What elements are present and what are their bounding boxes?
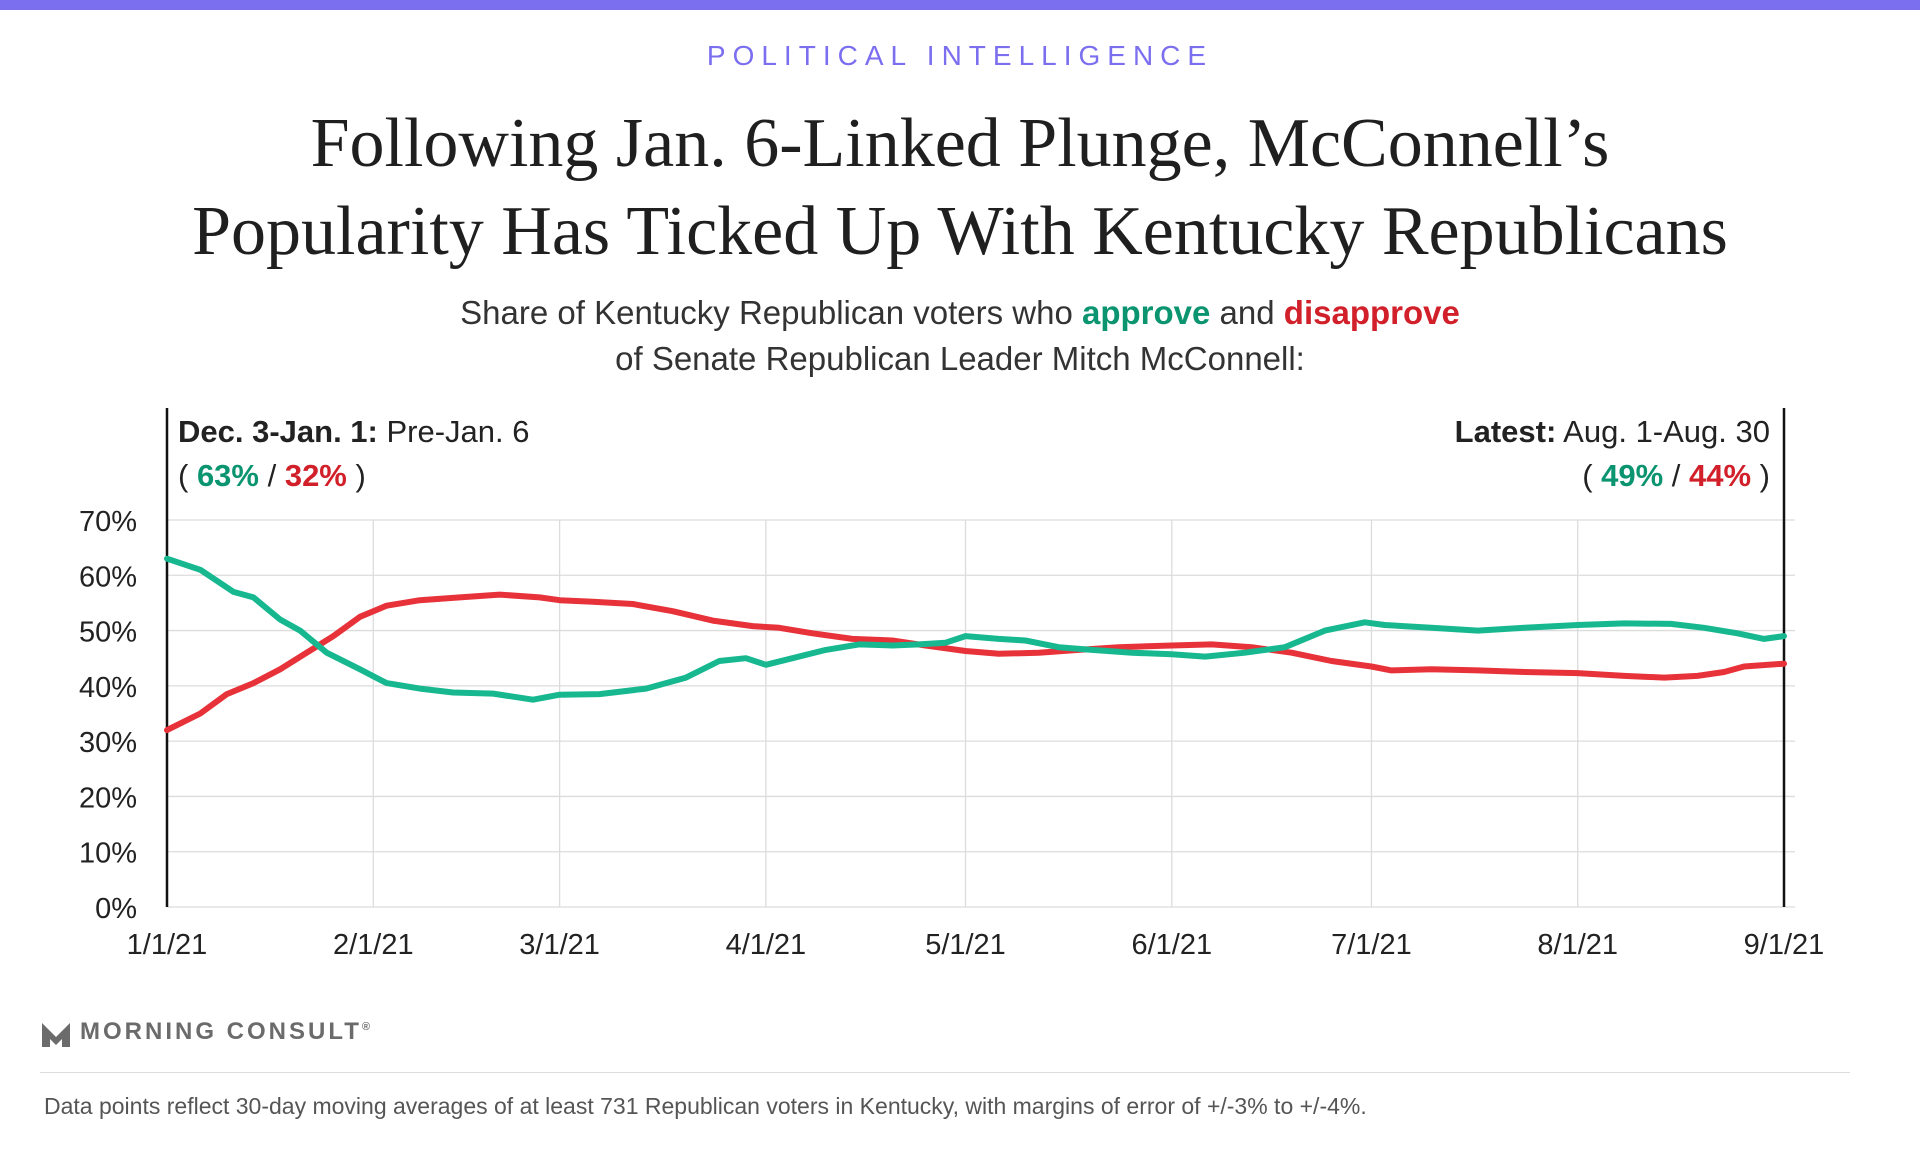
left-annotation-approve: 63%	[197, 458, 259, 493]
brand-wordmark: MORNING CONSULT®	[80, 1018, 370, 1046]
right-annotation-close: )	[1751, 458, 1770, 493]
right-annotation-period: Latest: Aug. 1-Aug. 30	[1455, 414, 1770, 449]
x-tick-label: 4/1/21	[726, 929, 807, 960]
right-annotation-text: Aug. 1-Aug. 30	[1556, 414, 1770, 449]
right-annotation-values: ( 49% / 44% )	[1582, 458, 1770, 493]
y-tick-label: 60%	[79, 561, 137, 593]
right-annotation-open: (	[1582, 458, 1601, 493]
right-annotation-sep: /	[1663, 458, 1689, 493]
y-tick-label: 70%	[79, 506, 137, 538]
chart-title: Following Jan. 6-Linked Plunge, McConnel…	[60, 100, 1860, 276]
series-lines	[164, 555, 1787, 734]
y-axis-ticks: 0% 10% 20% 30% 40% 50% 60% 70%	[79, 506, 137, 925]
left-annotation-text: Pre-Jan. 6	[378, 414, 530, 449]
grid-lines	[166, 519, 1795, 908]
chart-title-line-2: Popularity Has Ticked Up With Kentucky R…	[192, 193, 1728, 270]
y-tick-label: 40%	[79, 672, 137, 704]
brand-name: MORNING CONSULT	[80, 1018, 362, 1045]
subtitle-approve: approve	[1082, 294, 1211, 331]
x-tick-label: 5/1/21	[925, 929, 1006, 960]
left-annotation-open: (	[178, 458, 197, 493]
subtitle-line-2: of Senate Republican Leader Mitch McConn…	[615, 340, 1305, 377]
series-line-approve	[164, 555, 1787, 703]
methodology-footnote: Data points reflect 30-day moving averag…	[44, 1093, 1367, 1119]
x-tick-label: 8/1/21	[1537, 929, 1618, 960]
brand-registered-mark: ®	[361, 1021, 370, 1033]
subtitle-line-1: Share of Kentucky Republican voters who …	[0, 290, 1920, 336]
footer-divider	[40, 1072, 1850, 1073]
x-axis-ticks: 1/1/21 2/1/21 3/1/21 4/1/21 5/1/21 6/1/21 7/1/…	[127, 929, 1825, 960]
subtitle-prefix: Share of Kentucky Republican voters who	[460, 294, 1082, 331]
x-tick-label: 6/1/21	[1131, 929, 1212, 960]
subtitle-and: and	[1210, 294, 1284, 331]
right-annotation-bold: Latest:	[1455, 414, 1557, 449]
subtitle-disapprove: disapprove	[1283, 294, 1460, 331]
x-tick-label: 3/1/21	[519, 929, 600, 960]
left-annotation-sep: /	[259, 458, 285, 493]
y-tick-label: 0%	[95, 893, 137, 925]
y-tick-label: 10%	[79, 838, 137, 870]
top-accent-bar	[0, 0, 1920, 10]
x-tick-label: 1/1/21	[127, 929, 208, 960]
x-tick-label: 9/1/21	[1744, 929, 1825, 960]
left-annotation-close: )	[347, 458, 366, 493]
y-tick-label: 50%	[79, 617, 137, 649]
left-annotation-bold: Dec. 3-Jan. 1:	[178, 414, 378, 449]
y-tick-label: 30%	[79, 727, 137, 759]
left-annotation-values: ( 63% / 32% )	[178, 458, 366, 493]
right-annotation-disapprove: 44%	[1689, 458, 1751, 493]
chart-subtitle: Share of Kentucky Republican voters who …	[0, 290, 1920, 382]
x-tick-label: 2/1/21	[333, 929, 414, 960]
left-annotation-period: Dec. 3-Jan. 1: Pre-Jan. 6	[178, 414, 530, 449]
chart-title-line-1: Following Jan. 6-Linked Plunge, McConnel…	[310, 105, 1610, 182]
morning-consult-logo-icon	[42, 1023, 70, 1047]
right-annotation-approve: 49%	[1601, 458, 1663, 493]
left-annotation-disapprove: 32%	[285, 458, 347, 493]
series-line-disapprove	[164, 591, 1787, 734]
line-chart: 0% 10% 20% 30% 40% 50% 60% 70% 1/1/21 2/1/21 3/1/…	[79, 408, 1825, 960]
x-tick-label: 7/1/21	[1331, 929, 1412, 960]
y-tick-label: 20%	[79, 782, 137, 814]
section-kicker: POLITICAL INTELLIGENCE	[706, 40, 1214, 71]
